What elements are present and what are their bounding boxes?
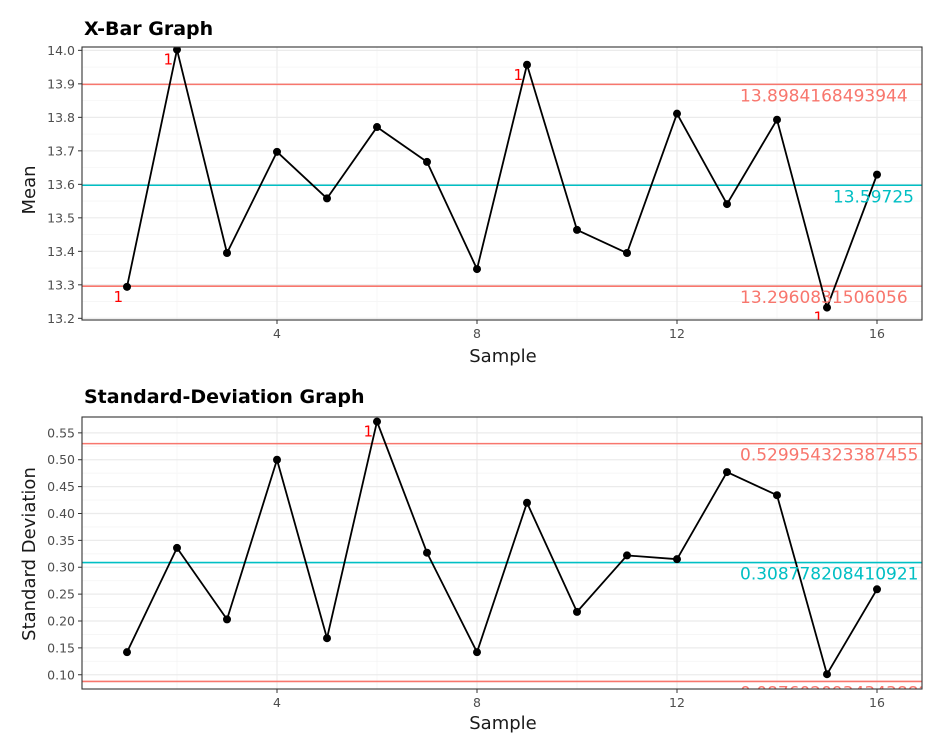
xbar-data-point (273, 147, 281, 156)
xbar-violation-marker: 1 (113, 288, 123, 306)
sd-panel-border (81, 416, 923, 690)
sd-ucl-label: 0.529954323387455 (740, 446, 918, 466)
xbar-x-tick-label: 12 (669, 326, 685, 341)
xbar-y-tick-label: 13.3 (47, 277, 75, 292)
sd-y-tick-label: 0.30 (47, 560, 75, 575)
sd-y-tick-label: 0.20 (47, 614, 75, 629)
xbar-data-point (423, 157, 431, 166)
xbar-plot-area: 13.8984168493944 13.59725 13.2960831506056… (82, 47, 922, 327)
xbar-data-point (573, 225, 581, 234)
xbar-data-point (123, 282, 131, 291)
xbar-y-tick-label: 13.4 (47, 244, 75, 259)
sd-data-point (623, 551, 631, 560)
xbar-data-point (773, 115, 781, 124)
sd-data-point (273, 455, 281, 464)
sd-x-tick-label: 4 (273, 695, 281, 710)
xbar-violation-marker: 1 (163, 51, 173, 69)
xbar-violation-marker: 1 (513, 66, 523, 84)
xbar-y-axis-title: Mean (19, 165, 40, 214)
sd-data-point (673, 555, 681, 564)
sd-y-tick-label: 0.15 (47, 640, 75, 655)
xbar-y-tick-label: 13.5 (47, 210, 75, 225)
xbar-x-tick-label: 4 (273, 326, 281, 341)
xbar-x-tick-label: 16 (869, 326, 885, 341)
xbar-center-label: 13.59725 (833, 187, 914, 207)
sd-y-tick-label: 0.10 (47, 667, 75, 682)
sd-y-tick-label: 0.50 (47, 452, 75, 467)
xbar-data-point (523, 60, 531, 69)
xbar-panel-border (81, 46, 923, 321)
xbar-data-point (873, 170, 881, 179)
sd-y-axis-title: Standard Deviation (19, 467, 40, 641)
sd-data-point (473, 648, 481, 657)
sd-y-tick-label: 0.45 (47, 479, 75, 494)
sd-y-tick-label: 0.35 (47, 533, 75, 548)
sd-data-point (223, 615, 231, 624)
sd-lcl-label: 0.0876020934343882 (740, 683, 929, 703)
xbar-x-tick-label: 8 (473, 326, 481, 341)
sd-x-tick-label: 8 (473, 695, 481, 710)
xbar-y-tick-label: 14.0 (47, 43, 75, 58)
xbar-data-point (723, 200, 731, 209)
xbar-lcl-label: 13.2960831506056 (740, 288, 908, 308)
sd-x-axis-title: Sample (469, 713, 537, 734)
sd-x-tick-label: 12 (669, 695, 685, 710)
sd-x-tick-label: 16 (869, 695, 885, 710)
xbar-y-tick-label: 13.6 (47, 177, 75, 192)
xbar-violation-marker: 1 (813, 309, 823, 327)
sd-y-tick-label: 0.25 (47, 587, 75, 602)
xbar-y-tick-label: 13.8 (47, 110, 75, 125)
xbar-data-point (223, 249, 231, 258)
xbar-chart-title: X-Bar Graph (84, 18, 213, 40)
xbar-ucl-label: 13.8984168493944 (740, 86, 908, 106)
sd-chart-title: Standard-Deviation Graph (84, 386, 364, 408)
sd-chart: Standard-Deviation Graph Standard Deviat… (19, 386, 929, 734)
sd-data-point (423, 548, 431, 557)
sd-y-tick-label: 0.55 (47, 425, 75, 440)
xbar-data-point (473, 265, 481, 274)
sd-data-point (173, 543, 181, 552)
xbar-data-point (323, 194, 331, 203)
sd-data-point (373, 417, 381, 426)
xbar-data-point (173, 47, 181, 54)
sd-y-tick-label: 0.40 (47, 506, 75, 521)
xbar-y-tick-label: 13.9 (47, 76, 75, 91)
sd-data-point (123, 648, 131, 657)
sd-data-point (723, 468, 731, 477)
xbar-data-point (623, 249, 631, 258)
sd-data-point (773, 491, 781, 500)
sd-data-point (873, 585, 881, 594)
xbar-y-tick-label: 13.2 (47, 311, 75, 326)
xbar-data-point (373, 123, 381, 132)
sd-center-label: 0.308778208410921 (740, 565, 918, 585)
sd-series-line (126, 420, 878, 676)
xbar-x-axis-title: Sample (469, 346, 537, 367)
sd-data-point (823, 670, 831, 679)
sd-plot-area: 0.529954323387455 0.308778208410921 0.0876… (82, 417, 929, 703)
xbar-data-point (673, 109, 681, 118)
sd-data-point (323, 634, 331, 643)
xbar-y-tick-label: 13.7 (47, 143, 75, 158)
sd-data-point (573, 607, 581, 616)
xbar-series-line (126, 48, 878, 309)
sd-data-point (523, 498, 531, 507)
sd-violation-marker: 1 (363, 423, 373, 441)
xbar-chart: X-Bar Graph Mean Sample 13.8984168493944… (19, 18, 923, 367)
xbar-data-point (823, 303, 831, 312)
